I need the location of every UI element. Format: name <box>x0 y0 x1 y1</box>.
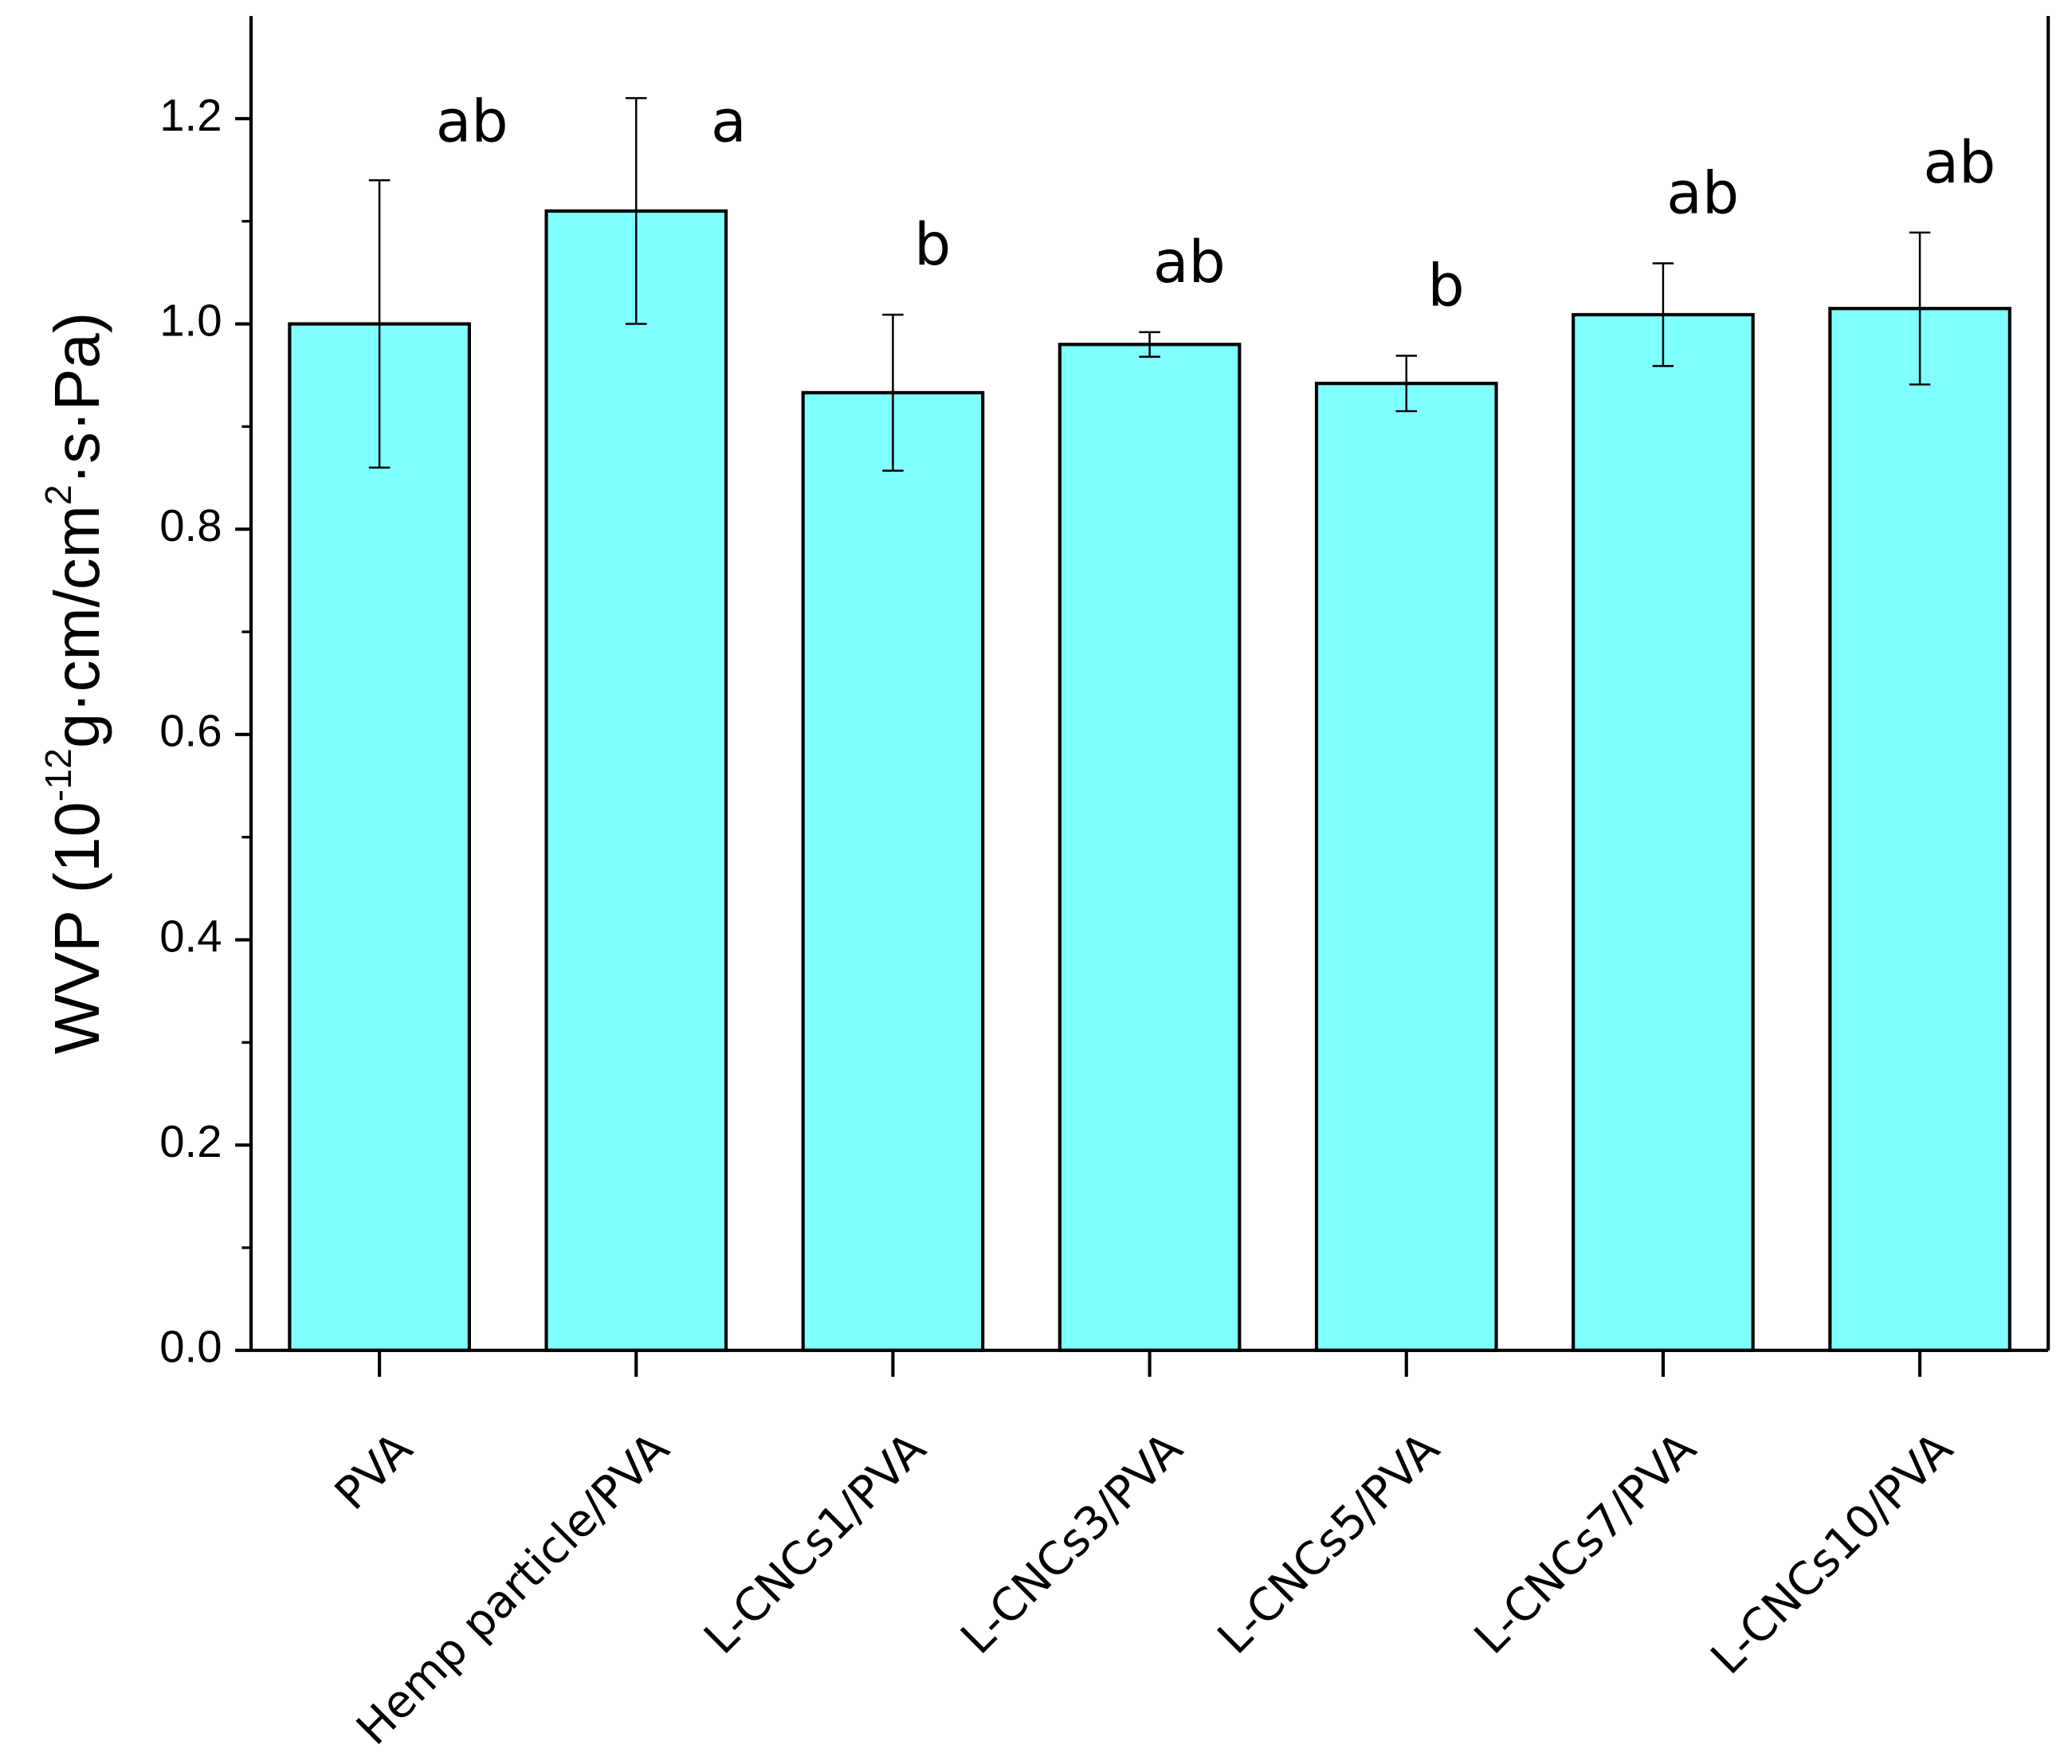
bar <box>801 390 985 1352</box>
bar <box>544 209 728 1352</box>
y-tick-label: 0.0 <box>159 1322 222 1372</box>
y-tick-label: 0.4 <box>159 911 222 961</box>
annotation: b <box>914 211 951 279</box>
x-tick-label: L-CNCs10/PVA <box>1701 1423 1964 1685</box>
y-tick-label: 0.8 <box>159 500 222 551</box>
bar <box>288 322 471 1352</box>
annotation: a <box>711 88 747 156</box>
y-label-superscript: 2 <box>37 484 79 505</box>
y-label-text: WVP (10 <box>41 802 112 1054</box>
y-tick-label: 0.6 <box>159 706 222 756</box>
y-axis-label: WVP (10-12g·cm/cm2·s·Pa) <box>37 312 112 1055</box>
annotation: ab <box>436 88 508 156</box>
x-tick-label: L-CNCs1/PVA <box>695 1423 936 1664</box>
y-label-text: g·cm/cm <box>41 505 112 748</box>
bar <box>1314 382 1498 1352</box>
x-tick-label: L-CNCs3/PVA <box>952 1423 1193 1664</box>
annotation: b <box>1427 253 1464 320</box>
y-tick-label: 1.0 <box>159 295 222 345</box>
bar <box>1058 343 1242 1352</box>
y-tick-label: 1.2 <box>159 90 222 140</box>
annotation: ab <box>1923 129 1995 197</box>
annotation: ab <box>1153 229 1226 296</box>
bar <box>1572 312 1755 1352</box>
x-tick-label: L-CNCs5/PVA <box>1208 1423 1450 1664</box>
bar <box>1828 307 2011 1352</box>
x-tick-label: L-CNCs7/PVA <box>1465 1423 1706 1664</box>
x-tick-label: PVA <box>325 1423 422 1520</box>
y-label-superscript: -12 <box>37 748 79 802</box>
y-tick-label: 0.2 <box>159 1116 222 1166</box>
y-label-text: ·s·Pa) <box>41 312 112 485</box>
annotation: ab <box>1666 160 1739 228</box>
